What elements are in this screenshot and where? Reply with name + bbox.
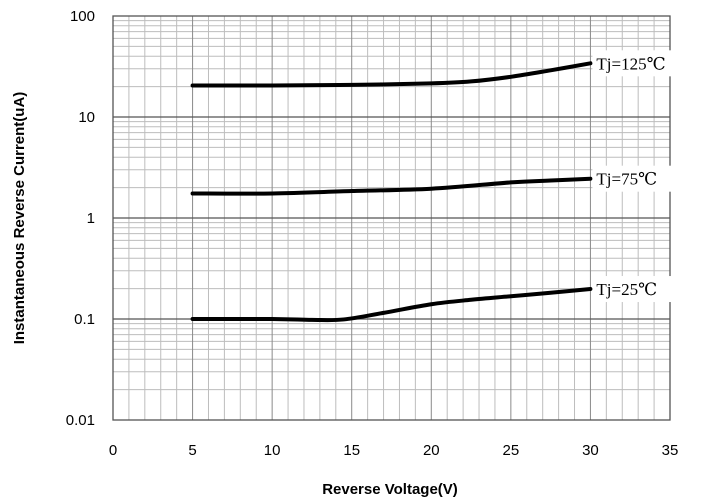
x-axis-title: Reverse Voltage(V): [322, 481, 458, 498]
plot-frame: [112, 15, 671, 421]
y-tick-label: 100: [70, 8, 95, 25]
y-tick-label: 1: [87, 210, 95, 227]
x-tick-label: 25: [503, 442, 520, 459]
series-label-1: Tj=75℃: [596, 170, 657, 189]
series-label-bg: [592, 276, 675, 303]
series-label-bg: [592, 165, 675, 192]
series-label-0: Tj=125℃: [596, 54, 665, 73]
y-tick-label: 0.01: [66, 412, 95, 429]
x-tick-label: 30: [582, 442, 599, 459]
x-tick-label: 10: [264, 442, 281, 459]
x-tick-label: 0: [109, 442, 117, 459]
series-label-2: Tj=25℃: [596, 280, 657, 299]
x-tick-label: 5: [188, 442, 196, 459]
x-tick-label: 20: [423, 442, 440, 459]
series-layer: Tj=125℃ Tj=75℃ Tj=25℃: [190, 50, 675, 323]
y-tick-label: 10: [78, 109, 95, 126]
x-axis-ticks: 0 5 10 15 20 25 30 35: [109, 442, 679, 459]
x-tick-label: 15: [343, 442, 360, 459]
y-tick-label: 0.1: [74, 311, 95, 328]
y-axis-title: Instantaneous Reverse Current(uA): [11, 92, 28, 345]
plot-border: [112, 15, 671, 421]
y-axis-ticks: 0.01 0.1 1 10 100: [66, 8, 95, 429]
series-label-bg: [592, 50, 675, 77]
series-line-2: [190, 287, 593, 323]
series-line-1: [190, 176, 593, 196]
x-tick-label: 35: [662, 442, 679, 459]
series-line-0: [190, 61, 593, 88]
